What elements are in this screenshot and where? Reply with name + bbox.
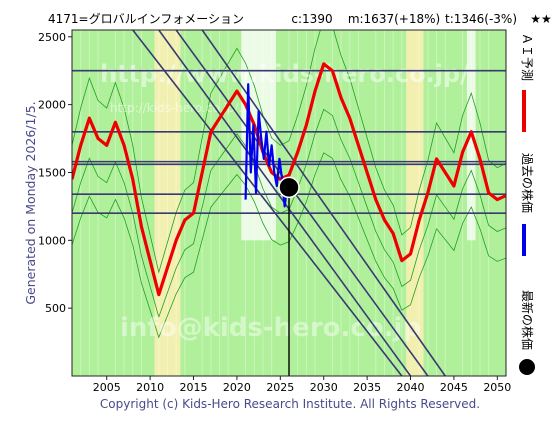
latest-marker-group (278, 176, 300, 376)
watermark-email: info@kids-hero.co.jp (120, 313, 421, 343)
legend-latest-marker (519, 359, 535, 375)
x-tick-label-2030: 2030 (310, 381, 338, 394)
mean-price-label: m:1637(+18%) (348, 12, 440, 26)
legend-forecast-swatch (522, 90, 526, 132)
x-tick-label-2045: 2045 (440, 381, 468, 394)
watermark-sub: http://kids-hero.co.jp/... (110, 101, 250, 115)
x-axis: 2005 2010 2015 2020 2025 2030 2035 2040 2045 2050 (93, 376, 511, 394)
x-tick-label-2050: 2050 (483, 381, 511, 394)
ticker-title: 4171=グロバルインフォメーション (48, 12, 244, 26)
watermark-url: http://www.kids-hero.co.jp/ (100, 60, 469, 88)
legend: ＡＩ予測 過去の株価 最新の株価 (519, 33, 535, 375)
trend-line-3 (201, 30, 446, 376)
y-axis: 500 1000 1500 2000 2500 (38, 31, 72, 315)
x-tick-label-2015: 2015 (180, 381, 208, 394)
legend-past-swatch (522, 224, 526, 256)
y-tick-label-1000: 1000 (38, 234, 66, 247)
band-yellow-0 (154, 30, 181, 376)
trend-line-0 (132, 30, 403, 376)
x-tick-label-2020: 2020 (223, 381, 251, 394)
x-tick-label-2005: 2005 (93, 381, 121, 394)
y-tick-label-2500: 2500 (38, 31, 66, 44)
legend-forecast-label: ＡＩ予測 (520, 33, 534, 81)
copyright-footer: Copyright (c) Kids-Hero Research Institu… (100, 397, 480, 411)
rating-stars: ★★ (530, 12, 552, 26)
y-tick-label-2000: 2000 (38, 99, 66, 112)
ai-forecast-line (72, 62, 506, 297)
plot-frame (71, 29, 507, 377)
trend-line-2 (175, 30, 429, 376)
envelope-line-1 (72, 30, 506, 274)
y-tick-label-500: 500 (45, 302, 66, 315)
band-yellow-1 (406, 30, 424, 376)
x-tick-label-2040: 2040 (397, 381, 425, 394)
legend-latest-label: 最新の株価 (520, 290, 535, 350)
watermarks: http://www.kids-hero.co.jp/ http://kids-… (100, 60, 469, 343)
legend-past-label: 過去の株価 (520, 153, 535, 213)
x-tick-label-2025: 2025 (266, 381, 294, 394)
target-price-label: t:1346(-3%) (445, 12, 517, 26)
current-price-label: c:1390 (291, 12, 332, 26)
y-tick-label-1500: 1500 (38, 166, 66, 179)
latest-price-marker (278, 176, 300, 199)
x-tick-label-2035: 2035 (353, 381, 381, 394)
generated-date-label: Generated on Monday 2026/1/5. (23, 101, 38, 304)
x-tick-label-2010: 2010 (136, 381, 164, 394)
